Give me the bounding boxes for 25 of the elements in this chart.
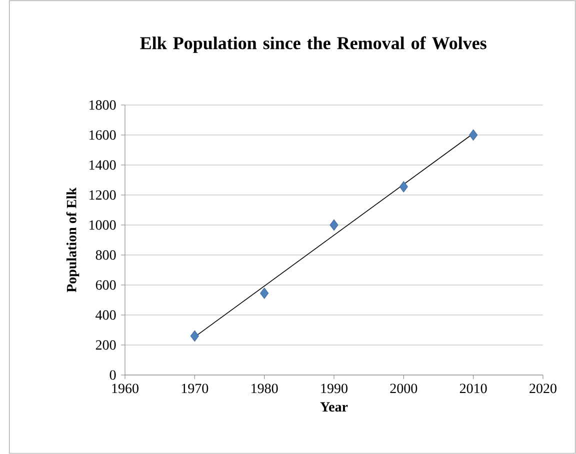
x-tick-label: 2000 <box>390 384 418 394</box>
y-axis-title: Population of Elk <box>66 188 80 292</box>
point <box>469 129 478 141</box>
x-tick-label: 1970 <box>182 384 208 394</box>
x-tick-label: 1960 <box>112 384 138 394</box>
point <box>190 330 199 342</box>
y-tick-label: 600 <box>96 280 116 290</box>
y-tick-label: 200 <box>96 340 116 350</box>
x-tick-label: 2010 <box>460 384 487 394</box>
x-tick-label: 1980 <box>252 384 278 394</box>
x-axis-title: Year <box>320 402 348 412</box>
point <box>399 181 408 192</box>
y-tick-label: 1400 <box>90 160 116 170</box>
y-tick-label: 1000 <box>90 220 116 230</box>
point <box>260 288 269 299</box>
x-tick-label: 2020 <box>530 384 556 394</box>
y-tick-label: 800 <box>96 250 116 260</box>
chart-title: Elk Population since the Removal of Wolves <box>140 36 486 53</box>
y-tick-label: 0 <box>110 370 116 380</box>
point <box>330 219 338 231</box>
y-tick-label: 1600 <box>90 130 116 140</box>
y-tick-label: 1200 <box>90 190 116 200</box>
x-tick-label: 1990 <box>321 384 348 394</box>
y-tick-label: 400 <box>96 310 116 320</box>
y-tick-label: 1800 <box>90 100 116 110</box>
